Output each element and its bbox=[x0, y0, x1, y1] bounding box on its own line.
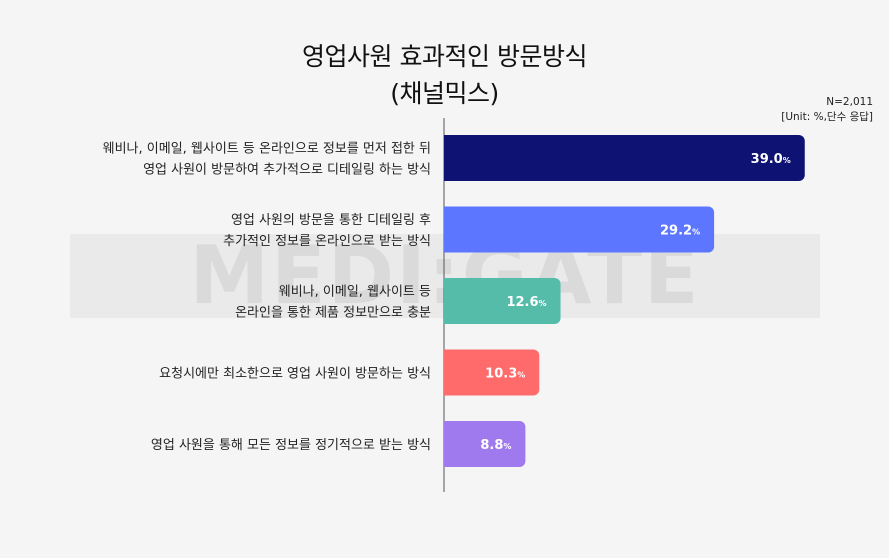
data-label-5: 8.8% bbox=[480, 438, 511, 453]
category-label-5-line-1: 영업 사원을 통해 모든 정보를 정기적으로 받는 방식 bbox=[151, 438, 431, 453]
data-label-2: 29.2% bbox=[660, 224, 700, 239]
bar-2 bbox=[444, 206, 715, 253]
category-label-4-line-1: 요청시에만 최소한으로 영업 사원이 방문하는 방식 bbox=[159, 367, 431, 382]
bar-1-edge bbox=[444, 135, 452, 181]
chart-title: 영업사원 효과적인 방문방식 (채널믹스) bbox=[0, 38, 889, 112]
bar-5 bbox=[444, 421, 526, 467]
data-label-4: 10.3% bbox=[485, 367, 525, 382]
sample-size-note: N=2,011 bbox=[826, 96, 873, 108]
chart-note: N=2,011 [Unit: %,단수 응답] bbox=[781, 95, 873, 125]
data-label-3: 12.6% bbox=[506, 295, 546, 310]
category-label-2-line-2: 추가적인 정보를 온라인으로 받는 방식 bbox=[223, 234, 431, 249]
data-label-1: 39.0% bbox=[751, 152, 791, 167]
category-label-2-line-1: 영업 사원의 방문을 통한 디테일링 후 bbox=[231, 213, 431, 228]
bar-5-edge bbox=[444, 421, 452, 467]
category-label-3-line-1: 웨비나, 이메일, 웹사이트 등 bbox=[279, 285, 431, 300]
bar-3-edge bbox=[444, 278, 452, 324]
chart-title-line-2: (채널믹스) bbox=[390, 79, 499, 108]
chart-title-line-1: 영업사원 효과적인 방문방식 bbox=[302, 42, 587, 71]
bar-3 bbox=[444, 278, 561, 324]
category-label-1-line-2: 영업 사원이 방문하여 추가적으로 디테일링 하는 방식 bbox=[143, 163, 431, 178]
category-label-1-line-1: 웨비나, 이메일, 웹사이트 등 온라인으로 정보를 먼저 접한 뒤 bbox=[103, 142, 431, 157]
category-label-3-line-2: 온라인을 통한 제품 정보만으로 충분 bbox=[235, 306, 431, 321]
bar-1 bbox=[444, 135, 805, 181]
bar-4 bbox=[444, 349, 540, 396]
unit-note: [Unit: %,단수 응답] bbox=[781, 111, 873, 123]
bar-2-edge bbox=[444, 206, 452, 253]
bar-4-edge bbox=[444, 349, 452, 396]
